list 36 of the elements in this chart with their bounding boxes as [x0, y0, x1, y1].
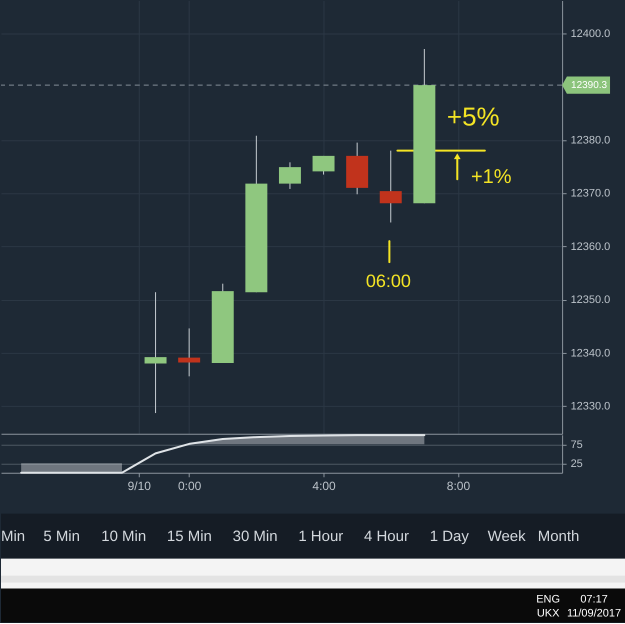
- text: 1 Hour: [298, 528, 344, 546]
- y-tick-label: 12370.0: [570, 188, 610, 200]
- text: 15 Min: [166, 528, 212, 546]
- text: 10 Min: [101, 528, 146, 546]
- text: 1 Day: [430, 528, 470, 546]
- text: 11/09/2017: [567, 608, 622, 620]
- text: Min: [1, 528, 26, 546]
- candlestick: [178, 328, 200, 377]
- text: 30 Min: [232, 528, 278, 546]
- text: 07:17: [580, 594, 608, 606]
- text: ENG: [536, 594, 560, 606]
- y-tick-label: 12340.0: [570, 347, 610, 360]
- ref-line-label: 12390.3: [571, 80, 608, 92]
- y-tick-label: 12350.0: [570, 294, 610, 306]
- candlestick: [278, 162, 301, 190]
- x-tick-label: 8:00: [446, 479, 470, 494]
- annotation: +1%: [470, 166, 512, 188]
- y-tick-label: 75: [570, 438, 583, 451]
- y-tick-label: 25: [570, 458, 583, 470]
- y-tick-label: 12360.0: [570, 240, 610, 253]
- y-tick-label: 12330.0: [570, 400, 610, 413]
- x-tick-label: 0:00: [178, 479, 202, 494]
- candlestick: [380, 150, 402, 223]
- text: Month: [538, 528, 580, 546]
- candlestick: [312, 155, 335, 176]
- text: UKX: [536, 608, 560, 620]
- text: Week: [488, 528, 526, 546]
- annotation: +5%: [446, 103, 500, 132]
- y-tick-label: 12400.0: [570, 28, 610, 40]
- annotation: 06:00: [366, 271, 411, 292]
- y-tick-label: 12380.0: [570, 134, 610, 146]
- text: 5 Min: [43, 528, 80, 546]
- candlestick: [144, 292, 167, 414]
- text: 4 Hour: [364, 528, 409, 546]
- x-tick-label: 4:00: [312, 479, 336, 494]
- x-tick-label: 9/10: [128, 479, 152, 494]
